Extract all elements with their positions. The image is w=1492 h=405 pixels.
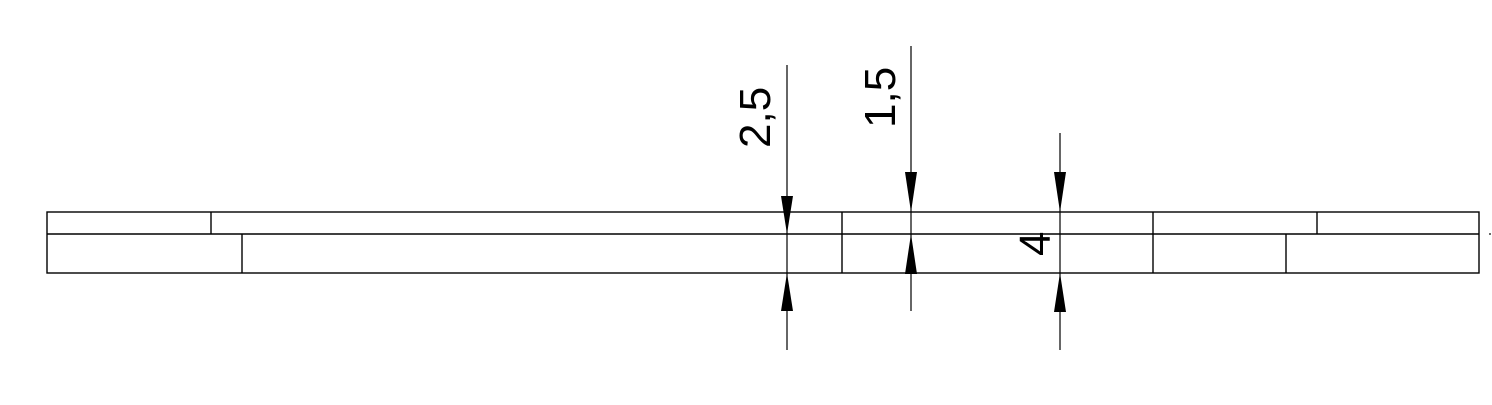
arrowhead-up — [781, 273, 793, 311]
strip-outer-border — [46, 211, 1480, 274]
dimension-label: 2,5 — [731, 87, 780, 148]
strip-frame — [46, 211, 1480, 274]
arrowhead-down — [1054, 172, 1066, 212]
arrowhead-down — [905, 172, 917, 212]
dimension-label: 4 — [1011, 232, 1060, 256]
dimension-4: 4 — [1011, 133, 1066, 350]
arrowhead-up — [905, 234, 917, 274]
dimension-1-5: 1,5 — [856, 46, 917, 311]
arrowhead-down — [781, 196, 793, 234]
reference-dot — [1489, 233, 1491, 235]
arrowhead-up — [1054, 273, 1066, 312]
dimension-2-5: 2,5 — [731, 65, 793, 350]
dimension-label: 1,5 — [856, 67, 905, 128]
